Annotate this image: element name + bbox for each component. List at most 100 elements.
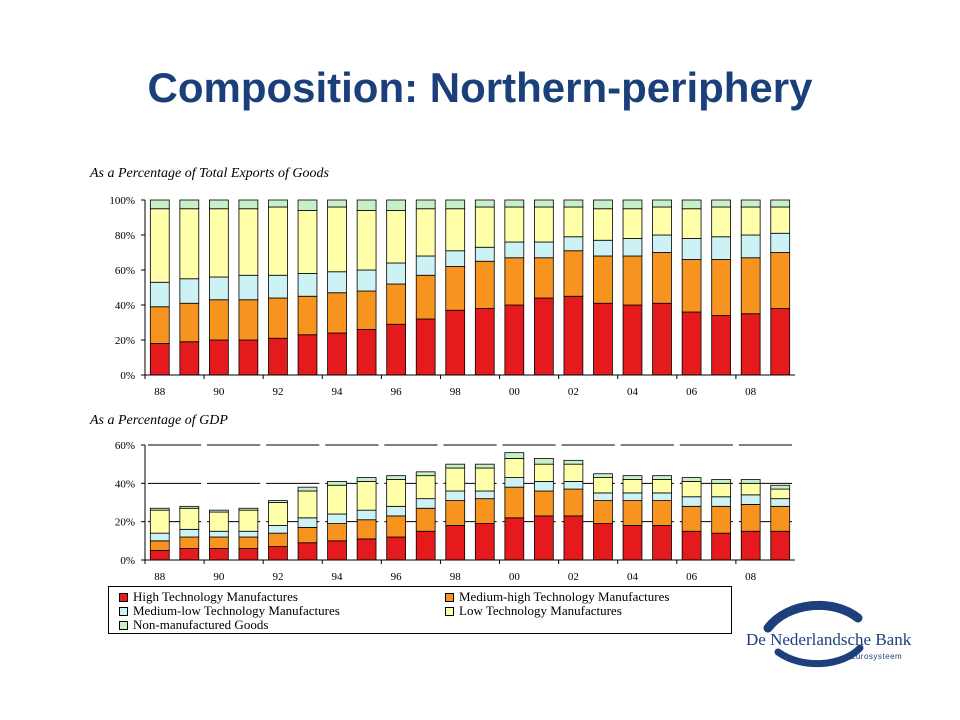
bar-segment-medhigh-1988: [149, 540, 170, 551]
legend-label-low: Low Technology Manufactures: [459, 603, 622, 618]
bar-segment-low-1989: [179, 208, 200, 280]
bar-segment-high-2008: [740, 313, 761, 376]
bar-segment-medhigh-1991: [238, 536, 259, 549]
bar-segment-medhigh-1990: [209, 299, 229, 341]
bar-segment-medlow-2004: [622, 238, 643, 257]
x-tick-label: 94: [332, 571, 344, 583]
legend-swatch-medhigh: [445, 592, 454, 602]
bar-segment-medlow-2006: [681, 496, 702, 507]
bar-segment-medlow-1992: [268, 274, 288, 299]
bar-segment-nonmfg-2009: [770, 484, 791, 490]
legend-swatch-high: [119, 592, 128, 602]
bar-segment-medhigh-2005: [652, 500, 672, 526]
legend-swatch-medlow: [119, 606, 128, 616]
bar-segment-nonmfg-2005: [652, 199, 672, 208]
slide-title: Composition: Northern-periphery: [147, 64, 813, 111]
bar-segment-high-1989: [179, 341, 200, 376]
dnb-logo-icon: [763, 600, 864, 668]
bar-segment-low-1999: [474, 467, 495, 492]
bar-segment-medlow-1999: [474, 246, 495, 262]
x-tick-label: 04: [627, 571, 639, 583]
bar-segment-medhigh-1989: [179, 536, 200, 549]
bar-segment-medhigh-2000: [504, 257, 525, 306]
bar-segment-low-1992: [268, 502, 288, 526]
bar-segment-low-1989: [179, 507, 200, 530]
x-tick-label: 96: [391, 386, 403, 398]
bar-segment-nonmfg-1989: [179, 199, 200, 210]
legend-item-low: Low Technology Manufactures: [445, 603, 622, 618]
bar-segment-low-2000: [504, 206, 525, 243]
bar-segment-medhigh-2008: [740, 504, 761, 532]
bar-segment-high-1993: [297, 334, 318, 376]
bar-segment-low-2003: [593, 208, 613, 241]
bar-segment-nonmfg-1997: [415, 199, 436, 210]
bar-segment-medhigh-2005: [652, 252, 672, 304]
bar-segment-high-1988: [149, 550, 170, 561]
bar-segment-low-2002: [563, 463, 584, 482]
y-tick-label: 0%: [120, 555, 135, 567]
bar-segment-low-1998: [445, 467, 466, 492]
bar-segment-medlow-1993: [297, 517, 318, 528]
bar-segment-high-2004: [622, 304, 643, 376]
chart2-caption: As a Percentage of GDP: [90, 413, 228, 428]
x-tick-label: 06: [686, 386, 698, 398]
x-tick-label: 90: [213, 571, 225, 583]
x-tick-label: 90: [213, 386, 225, 398]
bar-segment-high-2007: [711, 532, 731, 561]
bar-segment-high-1993: [297, 542, 318, 561]
y-tick-label: 0%: [120, 370, 135, 382]
bar-segment-medhigh-2006: [681, 505, 702, 532]
bar-segment-high-1995: [356, 538, 377, 561]
bar-segment-low-2009: [770, 206, 791, 234]
legend-label-high: High Technology Manufactures: [133, 589, 298, 604]
bar-segment-low-1993: [297, 210, 318, 274]
bar-segment-medhigh-2007: [711, 259, 731, 316]
bar-segment-medlow-1988: [149, 532, 170, 542]
bar-segment-medlow-2008: [740, 494, 761, 505]
bar-segment-low-1988: [149, 208, 170, 283]
bar-segment-high-1988: [149, 343, 170, 376]
bar-segment-medlow-2004: [622, 492, 643, 501]
bar-segment-high-1995: [356, 329, 377, 376]
bar-segment-medlow-2005: [652, 234, 672, 253]
bar-segment-low-2006: [681, 208, 702, 239]
bar-segment-nonmfg-1992: [268, 500, 288, 503]
bar-segment-high-1991: [238, 339, 259, 376]
bar-segment-medlow-2001: [534, 241, 554, 259]
bar-segment-medhigh-2008: [740, 257, 761, 315]
x-tick-label: 02: [568, 571, 579, 583]
x-tick-label: 04: [627, 386, 639, 398]
bar-segment-nonmfg-1997: [415, 471, 436, 477]
bar-segment-medhigh-1993: [297, 295, 318, 336]
y-tick-label: 100%: [109, 195, 135, 207]
bar-segment-nonmfg-1999: [474, 463, 495, 469]
x-tick-label: 88: [154, 571, 166, 583]
legend-label-medlow: Medium-low Technology Manufactures: [133, 603, 340, 618]
bar-segment-high-1999: [474, 308, 495, 376]
bar-segment-high-2002: [563, 515, 584, 561]
y-tick-label: 60%: [115, 265, 135, 277]
bar-segment-medhigh-2003: [593, 255, 613, 304]
bar-segment-medlow-2007: [711, 496, 731, 507]
bar-segment-medhigh-1994: [327, 292, 347, 334]
bar-segment-nonmfg-1991: [238, 507, 259, 511]
bar-segment-low-1992: [268, 206, 288, 276]
bar-segment-low-2007: [711, 482, 731, 498]
x-tick-label: 08: [745, 571, 757, 583]
bar-segment-high-2009: [770, 530, 791, 561]
bar-segment-medlow-1995: [356, 269, 377, 292]
x-tick-label: 88: [154, 386, 166, 398]
bar-segment-medlow-2009: [770, 498, 791, 507]
y-tick-label: 60%: [115, 440, 135, 452]
bar-segment-high-2007: [711, 315, 731, 376]
x-tick-label: 92: [272, 571, 283, 583]
bar-segment-medhigh-1998: [445, 266, 466, 311]
bar-segment-nonmfg-2002: [563, 459, 584, 465]
bar-segment-high-2008: [740, 530, 761, 561]
bar-segment-nonmfg-2002: [563, 199, 584, 208]
bar-segment-medhigh-1999: [474, 498, 495, 524]
bar-segment-medhigh-2009: [770, 505, 791, 532]
bar-segment-nonmfg-2006: [681, 199, 702, 210]
bar-segment-nonmfg-2007: [711, 199, 731, 208]
bar-segment-medhigh-1993: [297, 527, 318, 544]
